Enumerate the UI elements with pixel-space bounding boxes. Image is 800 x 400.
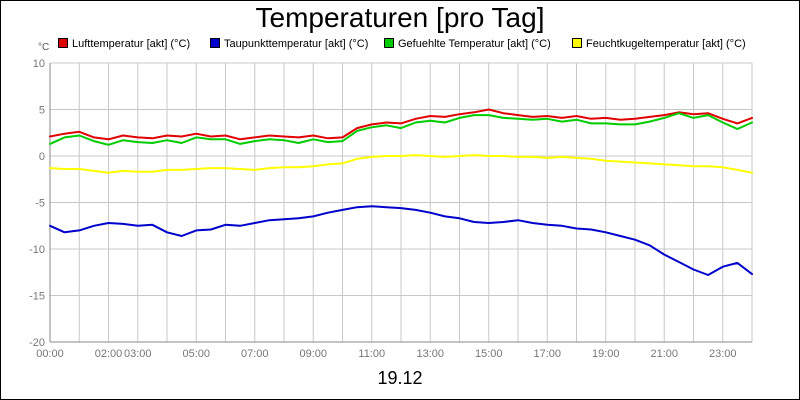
y-tick-label: -5: [35, 198, 45, 210]
legend-item-lufttemperatur: Lufttemperatur [akt] (°C): [58, 38, 190, 50]
x-tick-label: 23:00: [709, 348, 737, 360]
legend-swatch-gefuehlte-temperatur: [384, 38, 394, 48]
x-tick-label: 05:00: [182, 348, 210, 360]
series-line-feuchtkugeltemperatur: [49, 154, 753, 174]
x-tick-label: 15:00: [475, 348, 503, 360]
legend-label-taupunkttemperatur: Taupunkttemperatur [akt] (°C): [224, 38, 369, 50]
chart-title: Temperaturen [pro Tag]: [255, 2, 545, 33]
x-tick-label: 17:00: [533, 348, 561, 360]
y-tick-label: -10: [29, 244, 45, 256]
series-line-gefuehlte-temperatur: [49, 112, 753, 146]
x-tick-label: 11:00: [358, 348, 385, 360]
legend-label-gefuehlte-temperatur: Gefuehlte Temperatur [akt] (°C): [398, 38, 551, 50]
legend-item-taupunkttemperatur: Taupunkttemperatur [akt] (°C): [210, 38, 368, 50]
series-line-taupunkttemperatur: [49, 205, 753, 276]
legend-item-feuchtkugeltemperatur: Feuchtkugeltemperatur [akt] (°C): [572, 38, 746, 50]
x-tick-label: 09:00: [299, 348, 327, 360]
legend-label-feuchtkugeltemperatur: Feuchtkugeltemperatur [akt] (°C): [586, 38, 746, 50]
x-tick-label: 07:00: [241, 348, 269, 360]
legend-label-lufttemperatur: Lufttemperatur [akt] (°C): [72, 38, 191, 50]
x-tick-label: 21:00: [650, 348, 678, 360]
x-axis-date-label: 19.12: [377, 368, 423, 388]
x-tick-label: 03:00: [124, 348, 152, 360]
x-tick-label: 00:00: [36, 348, 64, 360]
y-tick-label: 0: [39, 151, 45, 163]
x-tick-label: 19:00: [592, 348, 620, 360]
legend-swatch-lufttemperatur: [58, 38, 68, 48]
legend-swatch-feuchtkugeltemperatur: [572, 38, 582, 48]
legend-item-gefuehlte-temperatur: Gefuehlte Temperatur [akt] (°C): [384, 38, 551, 50]
x-tick-label: 02:00: [95, 348, 123, 360]
x-tick-label: 13:00: [416, 348, 444, 360]
legend-swatch-taupunkttemperatur: [210, 38, 220, 48]
y-tick-label: -15: [29, 291, 45, 303]
y-tick-label: -20: [29, 337, 45, 349]
y-axis-unit: °C: [38, 42, 50, 53]
y-tick-label: 5: [39, 105, 45, 117]
y-tick-label: 10: [33, 58, 45, 70]
series-line-lufttemperatur: [49, 108, 753, 141]
